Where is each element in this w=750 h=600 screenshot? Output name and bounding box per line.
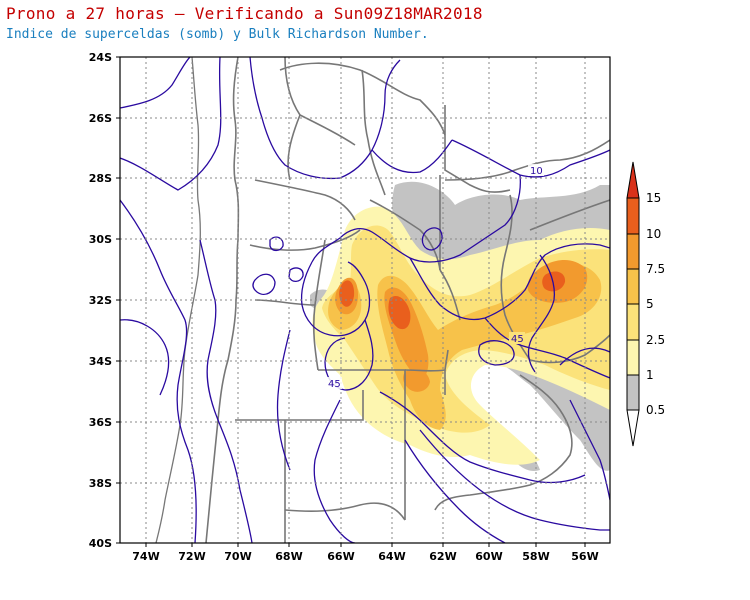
lon-label-56w: 56W (571, 550, 598, 563)
colorbar-label-7-5: 7.5 (646, 262, 665, 276)
colorbar-segment-0-5-1 (626, 374, 640, 411)
colorbar (626, 161, 640, 447)
colorbar-segment-2-5-5 (626, 303, 640, 341)
lon-label-66w: 66W (327, 550, 354, 563)
map-layers: 10 45 45 (120, 57, 610, 543)
colorbar-label-10: 10 (646, 227, 661, 241)
lat-label-30s: 30S (89, 233, 112, 246)
lon-label-70w: 70W (224, 550, 251, 563)
lon-label-64w: 64W (378, 550, 405, 563)
lon-label-60w: 60W (475, 550, 502, 563)
map-title: Prono a 27 horas — Verificando a Sun09Z1… (6, 4, 483, 23)
axis-ticks (116, 56, 586, 547)
colorbar-segment-5-7-5 (626, 268, 640, 305)
colorbar-label-1: 1 (646, 368, 654, 382)
lon-label-58w: 58W (522, 550, 549, 563)
colorbar-segment-10-15 (626, 197, 640, 235)
lat-label-40s: 40S (89, 537, 112, 550)
contour-label-45-west: 45 (328, 379, 341, 390)
lat-label-26s: 26S (89, 112, 112, 125)
lat-labels: 24S 26S 28S 30S 32S 34S 36S 38S 40S (89, 51, 112, 550)
colorbar-segment-7-5-10 (626, 233, 640, 270)
graticule (120, 57, 610, 543)
lat-label-32s: 32S (89, 294, 112, 307)
lat-label-28s: 28S (89, 172, 112, 185)
map-subtitle: Indice de superceldas (somb) y Bulk Rich… (6, 27, 429, 42)
colorbar-labels: 15 10 7.5 5 2.5 1 0.5 (646, 191, 665, 417)
colorbar-label-2-5: 2.5 (646, 333, 665, 347)
lon-label-68w: 68W (275, 550, 302, 563)
lat-label-24s: 24S (89, 51, 112, 64)
colorbar-label-5: 5 (646, 297, 654, 311)
lat-label-36s: 36S (89, 416, 112, 429)
colorbar-label-15: 15 (646, 191, 661, 205)
borders-lines (155, 57, 610, 543)
lat-label-38s: 38S (89, 477, 112, 490)
colorbar-segment-top (626, 161, 640, 199)
brn-contours (120, 57, 610, 543)
colorbar-segment-bottom (626, 409, 640, 447)
colorbar-segment-1-2-5 (626, 339, 640, 376)
colorbar-label-0-5: 0.5 (646, 403, 665, 417)
lon-label-74w: 74W (132, 550, 159, 563)
lon-label-72w: 72W (178, 550, 205, 563)
lat-label-34s: 34S (89, 355, 112, 368)
lon-label-62w: 62W (429, 550, 456, 563)
lon-labels: 74W 72W 70W 68W 66W 64W 62W 60W 58W 56W (132, 550, 598, 563)
contour-label-45-east: 45 (511, 334, 524, 345)
contour-label-10: 10 (530, 166, 543, 177)
